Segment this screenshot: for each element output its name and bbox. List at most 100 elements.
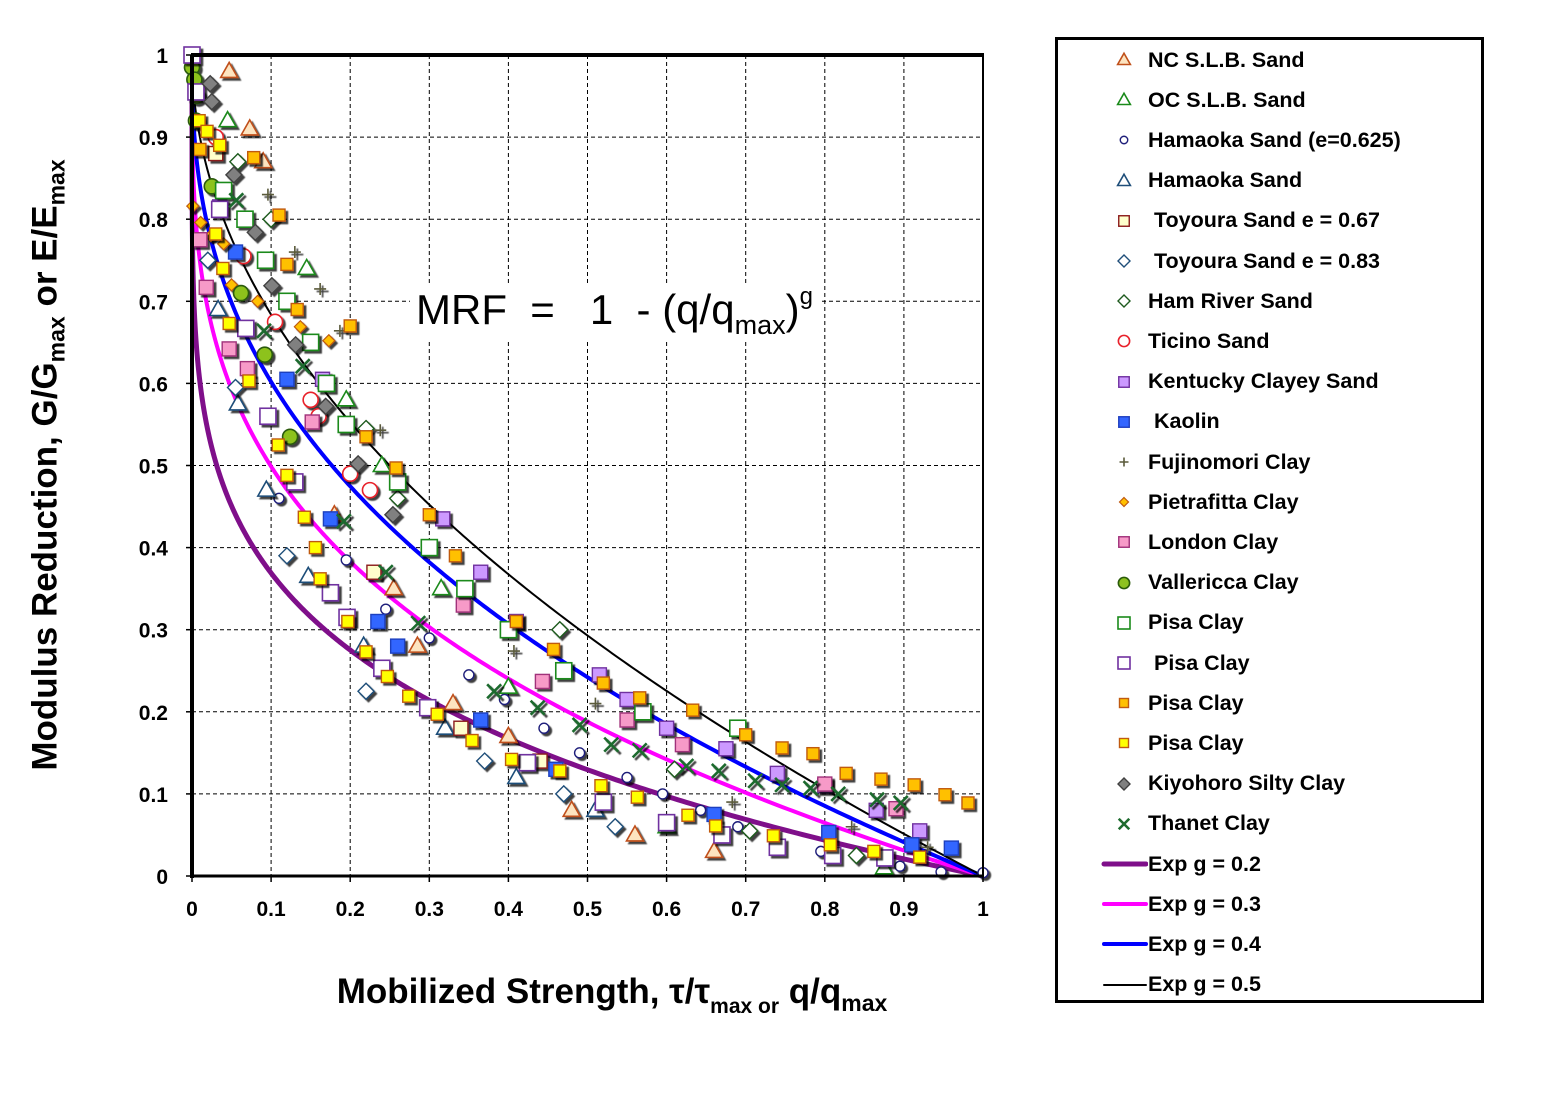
equation-close: )	[785, 286, 800, 333]
series-18	[192, 113, 927, 864]
legend-marker-icon	[1117, 254, 1131, 268]
legend-item: Ham River Sand	[1058, 286, 1313, 316]
legend-marker-icon	[1118, 697, 1130, 709]
legend-item: Pisa Clay	[1058, 648, 1250, 678]
data-point	[224, 278, 239, 292]
equation-text: MRF = 1 - (q/q	[416, 286, 735, 333]
legend-item: Kentucky Clayey Sand	[1058, 367, 1379, 397]
legend: NC S.L.B. Sand OC S.L.B. Sand Hamaoka Sand…	[1055, 37, 1484, 1003]
curve-exp-g-0-2	[189, 55, 984, 879]
data-point	[665, 760, 684, 779]
data-point	[335, 513, 352, 530]
data-point	[370, 613, 386, 630]
data-point	[380, 603, 392, 615]
legend-label: London Clay	[1148, 529, 1279, 554]
data-point	[907, 778, 921, 792]
data-point	[316, 397, 335, 416]
data-point	[498, 693, 511, 706]
data-point	[420, 538, 439, 557]
legend-marker	[1118, 214, 1130, 227]
legend-item: Pietrafitta Clay	[1058, 487, 1299, 517]
y-tick-label: 0.9	[139, 127, 168, 150]
data-point	[802, 780, 819, 797]
data-point	[830, 785, 847, 802]
y-tick-label: 0.1	[139, 784, 169, 807]
equation-annotation: MRF = 1 - (q/qmax)g	[410, 283, 819, 341]
data-point	[634, 702, 652, 721]
legend-label: Exp g = 0.3	[1148, 891, 1261, 916]
data-point	[573, 747, 586, 759]
legend-label: Ticino Sand	[1148, 328, 1270, 353]
data-point	[280, 257, 294, 272]
legend-item: Hamaoka Sand	[1058, 166, 1302, 196]
legend-marker-icon	[1118, 496, 1130, 508]
data-point	[198, 279, 214, 296]
data-point	[498, 725, 519, 744]
data-point	[256, 346, 274, 363]
x-tick-label: 0	[186, 898, 198, 921]
legend-item: Kiyohoro Silty Clay	[1058, 769, 1345, 799]
data-point	[550, 620, 569, 639]
data-point	[625, 824, 645, 842]
legend-marker	[1117, 334, 1131, 348]
x-tick-label: 0.6	[652, 898, 681, 921]
data-point	[202, 92, 221, 111]
data-point	[256, 479, 277, 497]
data-point	[410, 615, 427, 632]
x-tick-label: 0.3	[415, 898, 444, 921]
legend-item: Fujinomori Clay	[1058, 447, 1310, 477]
legend-item: London Clay	[1058, 527, 1278, 557]
legend-item: Kaolin	[1058, 407, 1220, 437]
data-point	[656, 788, 669, 800]
legend-item: Toyoura Sand e = 0.83	[1058, 246, 1380, 276]
legend-marker-icon	[1116, 91, 1132, 106]
data-point	[938, 788, 952, 802]
legend-marker	[1117, 656, 1131, 670]
legend-line-icon	[1102, 902, 1148, 907]
data-point	[657, 813, 676, 832]
data-point	[435, 717, 455, 736]
data-point	[402, 689, 416, 703]
legend-marker	[1117, 615, 1131, 630]
data-point	[224, 165, 243, 184]
data-point	[357, 682, 376, 701]
legend-label: Toyoura Sand e = 0.83	[1148, 248, 1381, 273]
data-point	[340, 554, 352, 566]
data-point	[256, 251, 275, 270]
data-point	[271, 438, 285, 452]
data-point	[302, 391, 319, 409]
legend-marker-icon	[1117, 817, 1131, 830]
x-tick-label: 0.8	[810, 898, 840, 921]
legend-marker	[1116, 172, 1132, 186]
legend-marker-icon	[1116, 172, 1132, 186]
data-point	[239, 360, 256, 377]
data-point	[374, 424, 387, 437]
legend-label: Exp g = 0.5	[1148, 972, 1261, 997]
legend-marker	[1118, 536, 1130, 549]
data-point	[561, 799, 582, 818]
data-point	[280, 468, 294, 483]
data-point	[232, 284, 250, 302]
data-point	[262, 276, 281, 295]
legend-marker	[1118, 415, 1130, 428]
legend-line-icon	[1102, 942, 1148, 947]
y-tick-label: 0.7	[139, 291, 168, 314]
legend-label: Pisa Clay	[1148, 690, 1244, 715]
data-point	[507, 645, 520, 658]
data-point	[216, 261, 230, 276]
data-point	[681, 808, 695, 822]
data-point	[710, 762, 727, 779]
data-point	[294, 358, 311, 375]
data-point	[193, 142, 207, 157]
y-tick-label: 1	[156, 45, 168, 68]
data-point	[236, 210, 254, 228]
data-point	[631, 742, 648, 759]
legend-label: Vallericca Clay	[1148, 570, 1299, 595]
y-tick-label: 0.3	[139, 620, 168, 643]
data-point	[658, 720, 675, 736]
legend-marker	[1117, 294, 1131, 309]
legend-item: Hamaoka Sand (e=0.625)	[1058, 125, 1401, 155]
legend-item: Vallericca Clay	[1058, 568, 1299, 598]
data-point	[279, 371, 295, 387]
legend-marker-icon	[1117, 615, 1131, 630]
